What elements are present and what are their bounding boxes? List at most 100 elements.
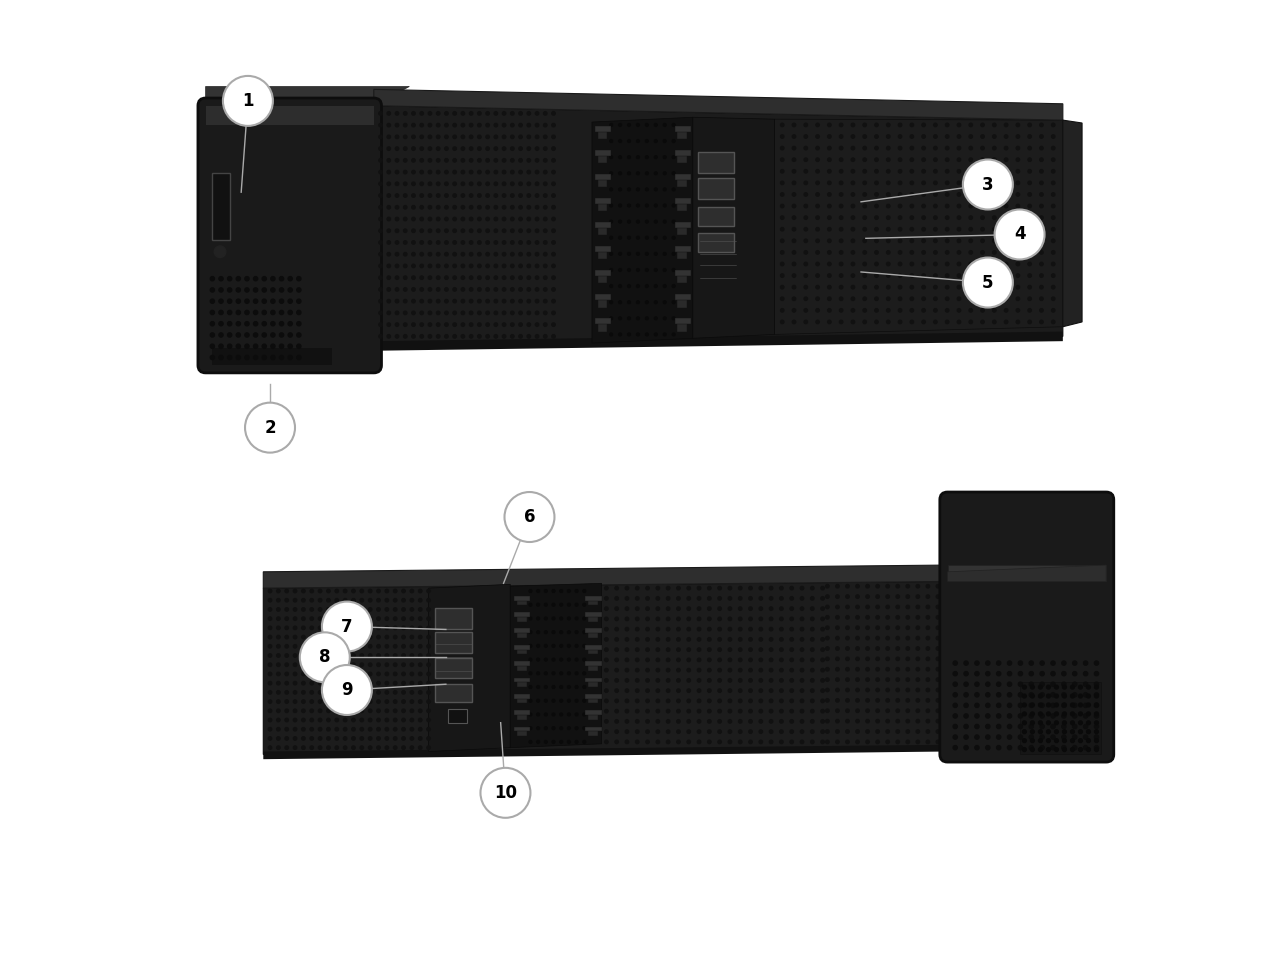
Circle shape bbox=[1073, 735, 1076, 739]
Circle shape bbox=[494, 253, 498, 256]
Circle shape bbox=[992, 123, 996, 127]
Circle shape bbox=[293, 737, 297, 740]
Circle shape bbox=[957, 216, 961, 219]
Circle shape bbox=[828, 297, 831, 301]
Circle shape bbox=[728, 740, 732, 744]
Circle shape bbox=[899, 181, 902, 185]
Circle shape bbox=[820, 638, 824, 641]
Circle shape bbox=[426, 635, 430, 639]
Circle shape bbox=[420, 217, 424, 221]
Circle shape bbox=[335, 718, 338, 722]
Circle shape bbox=[1023, 739, 1027, 743]
Circle shape bbox=[335, 746, 338, 750]
Circle shape bbox=[1062, 703, 1066, 707]
Circle shape bbox=[604, 740, 608, 744]
Circle shape bbox=[502, 323, 506, 327]
Circle shape bbox=[957, 158, 961, 161]
Circle shape bbox=[887, 216, 890, 219]
Circle shape bbox=[410, 589, 413, 593]
Circle shape bbox=[759, 617, 763, 621]
Circle shape bbox=[927, 647, 929, 651]
Circle shape bbox=[302, 653, 305, 657]
Circle shape bbox=[1005, 320, 1007, 324]
Circle shape bbox=[310, 672, 314, 676]
Circle shape bbox=[826, 678, 829, 681]
Circle shape bbox=[846, 678, 849, 681]
Circle shape bbox=[302, 681, 305, 685]
Circle shape bbox=[954, 714, 957, 718]
Circle shape bbox=[444, 136, 448, 138]
Circle shape bbox=[636, 658, 639, 661]
Circle shape bbox=[874, 123, 878, 127]
Circle shape bbox=[535, 111, 539, 115]
Circle shape bbox=[567, 685, 571, 688]
Circle shape bbox=[609, 156, 613, 159]
Circle shape bbox=[874, 228, 878, 231]
Circle shape bbox=[420, 253, 424, 256]
Circle shape bbox=[1019, 672, 1023, 676]
Circle shape bbox=[1094, 735, 1098, 739]
Circle shape bbox=[910, 193, 914, 196]
Circle shape bbox=[453, 323, 457, 327]
Circle shape bbox=[618, 123, 622, 126]
Circle shape bbox=[502, 311, 506, 314]
Circle shape bbox=[916, 636, 919, 640]
Circle shape bbox=[552, 311, 556, 314]
Circle shape bbox=[1028, 216, 1032, 219]
Circle shape bbox=[781, 193, 783, 196]
Circle shape bbox=[916, 605, 919, 608]
Circle shape bbox=[826, 740, 829, 744]
Circle shape bbox=[385, 727, 389, 731]
Polygon shape bbox=[947, 565, 1106, 581]
Circle shape bbox=[927, 678, 929, 681]
Circle shape bbox=[271, 322, 275, 326]
Circle shape bbox=[518, 206, 522, 209]
Circle shape bbox=[1028, 169, 1032, 173]
Circle shape bbox=[285, 691, 288, 694]
Circle shape bbox=[559, 617, 563, 620]
Polygon shape bbox=[595, 126, 611, 132]
Circle shape bbox=[326, 737, 330, 740]
Circle shape bbox=[657, 730, 659, 733]
Circle shape bbox=[739, 648, 742, 652]
Circle shape bbox=[876, 595, 879, 599]
Circle shape bbox=[552, 194, 556, 197]
Circle shape bbox=[420, 311, 424, 314]
Circle shape bbox=[933, 181, 937, 185]
Circle shape bbox=[477, 194, 481, 197]
Circle shape bbox=[846, 657, 849, 660]
Circle shape bbox=[863, 262, 867, 266]
Circle shape bbox=[536, 630, 540, 633]
Circle shape bbox=[444, 170, 448, 174]
Circle shape bbox=[851, 216, 855, 219]
Circle shape bbox=[412, 323, 415, 327]
Circle shape bbox=[343, 653, 347, 657]
Circle shape bbox=[279, 310, 284, 314]
Circle shape bbox=[269, 746, 271, 750]
Circle shape bbox=[494, 229, 498, 233]
Circle shape bbox=[792, 239, 796, 242]
Circle shape bbox=[1094, 748, 1098, 752]
Circle shape bbox=[420, 194, 424, 197]
Circle shape bbox=[804, 169, 808, 173]
Circle shape bbox=[781, 181, 783, 185]
Circle shape bbox=[396, 194, 399, 197]
Circle shape bbox=[352, 627, 356, 629]
Polygon shape bbox=[588, 596, 598, 605]
Circle shape bbox=[461, 300, 465, 303]
Circle shape bbox=[1062, 693, 1066, 697]
Circle shape bbox=[1028, 158, 1032, 161]
Circle shape bbox=[335, 589, 338, 593]
Circle shape bbox=[527, 323, 530, 327]
Circle shape bbox=[1062, 725, 1066, 728]
Circle shape bbox=[387, 111, 390, 115]
Circle shape bbox=[790, 586, 794, 590]
Circle shape bbox=[980, 308, 984, 312]
Circle shape bbox=[667, 678, 669, 682]
Circle shape bbox=[502, 182, 506, 185]
Circle shape bbox=[343, 737, 347, 740]
Bar bbox=[698, 152, 735, 173]
Circle shape bbox=[369, 700, 372, 703]
Circle shape bbox=[453, 334, 457, 338]
Circle shape bbox=[876, 720, 879, 723]
